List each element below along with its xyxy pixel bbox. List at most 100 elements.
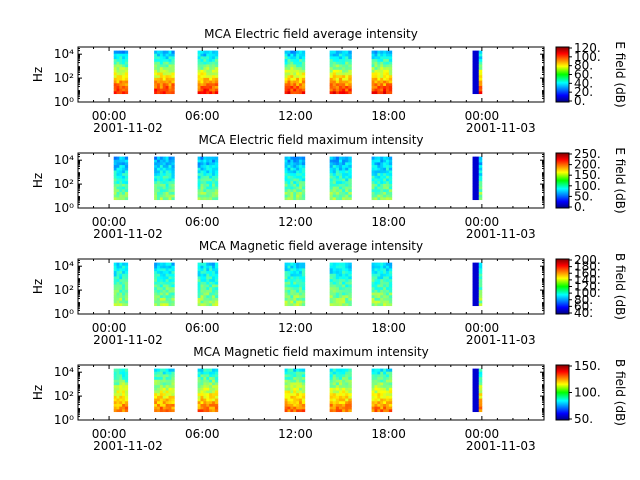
x-tick-label: 12:00 [278,321,313,335]
heatmap-cell [383,53,387,57]
heatmap-cell [168,400,172,404]
heatmap-cell [290,289,294,293]
heatmap-cell [388,302,393,307]
heatmap-cell [206,77,210,81]
heatmap-cell [383,392,387,396]
heatmap-cell [209,186,213,190]
heatmap-cell [154,302,158,307]
heatmap-cell [475,278,480,282]
heatmap-cell [338,379,343,383]
heatmap-cell [203,178,207,182]
heatmap-cell [342,390,346,394]
heatmap-cell [345,194,349,198]
heatmap-cell [168,77,172,81]
heatmap-cell [475,64,480,68]
heatmap-cell [203,53,207,57]
heatmap-cell [113,289,117,293]
heatmap-cell [293,82,297,86]
heatmap-cell [374,294,378,298]
heatmap-cell [338,188,343,192]
heatmap-cell [287,406,291,410]
x-tick-label: 06:00 [185,109,220,123]
heatmap-cell [377,284,381,288]
heatmap-cell [374,178,378,182]
heatmap-cell [377,74,381,78]
heatmap-cell [345,167,349,171]
heatmap-cell [329,398,334,402]
heatmap-cell [371,281,375,285]
heatmap-cell [472,278,477,282]
x-tick-label: 18:00 [371,427,406,441]
heatmap-cell [383,406,387,410]
heatmap-cell [122,194,126,198]
heatmap-cell [165,53,169,57]
heatmap-cell [290,265,294,269]
heatmap-cell [206,262,210,266]
heatmap-cell [472,289,477,293]
heatmap-cell [212,172,216,176]
heatmap-cell [345,64,349,68]
heatmap-cell [371,77,375,81]
heatmap-cell [342,294,346,298]
heatmap-cell [293,80,297,84]
heatmap-cell [299,278,303,282]
heatmap-cell [209,289,213,293]
heatmap-cell [162,270,167,274]
heatmap-cell [171,69,175,73]
heatmap-cell [329,376,334,380]
heatmap-cell [475,300,480,304]
heatmap-cell [157,278,161,282]
heatmap-cell [345,191,349,195]
heatmap-cell [209,406,213,410]
heatmap-cell [329,186,334,190]
heatmap-cell [119,384,123,388]
heatmap-cell [377,53,381,57]
heatmap-cell [168,379,172,383]
heatmap-cell [168,72,172,76]
heatmap-cell [214,196,219,201]
heatmap-cell [299,281,303,285]
heatmap-cell [475,50,480,54]
heatmap-cell [284,167,288,171]
heatmap-cell [206,400,210,404]
heatmap-cell [154,286,158,290]
heatmap-cell [284,164,288,168]
heatmap-cell [299,294,303,298]
heatmap-cell [162,289,167,293]
heatmap-cell [200,368,204,372]
heatmap-cell [119,77,123,81]
heatmap-cell [212,262,216,266]
heatmap-cell [214,382,219,386]
heatmap-cell [284,403,288,407]
heatmap-cell [206,159,210,163]
heatmap-cell [374,180,378,184]
heatmap-cell [122,373,126,378]
heatmap-cell [478,273,483,277]
heatmap-cell [377,50,381,54]
heatmap-cell [212,80,216,84]
heatmap-cell [299,373,303,378]
heatmap-cell [293,61,297,65]
heatmap-cell [290,80,294,84]
heatmap-cell [197,186,201,190]
heatmap-cell [290,61,294,65]
heatmap-cell [374,90,378,95]
heatmap-cell [119,164,123,168]
heatmap-cell [203,175,207,179]
heatmap-cell [301,196,306,201]
heatmap-cell [475,276,480,280]
heatmap-cell [154,384,158,388]
heatmap-cell [200,395,204,399]
heatmap-cell [162,164,167,168]
heatmap-cell [374,292,378,296]
heatmap-cell [374,368,378,372]
heatmap-cell [472,294,477,298]
heatmap-cell [329,368,334,372]
y-tick-label: 10⁰ [54,413,74,427]
heatmap-cell [119,368,123,372]
heatmap-cell [345,273,349,277]
heatmap-cell [478,80,483,84]
heatmap-cell [301,90,306,95]
heatmap-cell [157,180,161,184]
heatmap-cell [293,284,297,288]
